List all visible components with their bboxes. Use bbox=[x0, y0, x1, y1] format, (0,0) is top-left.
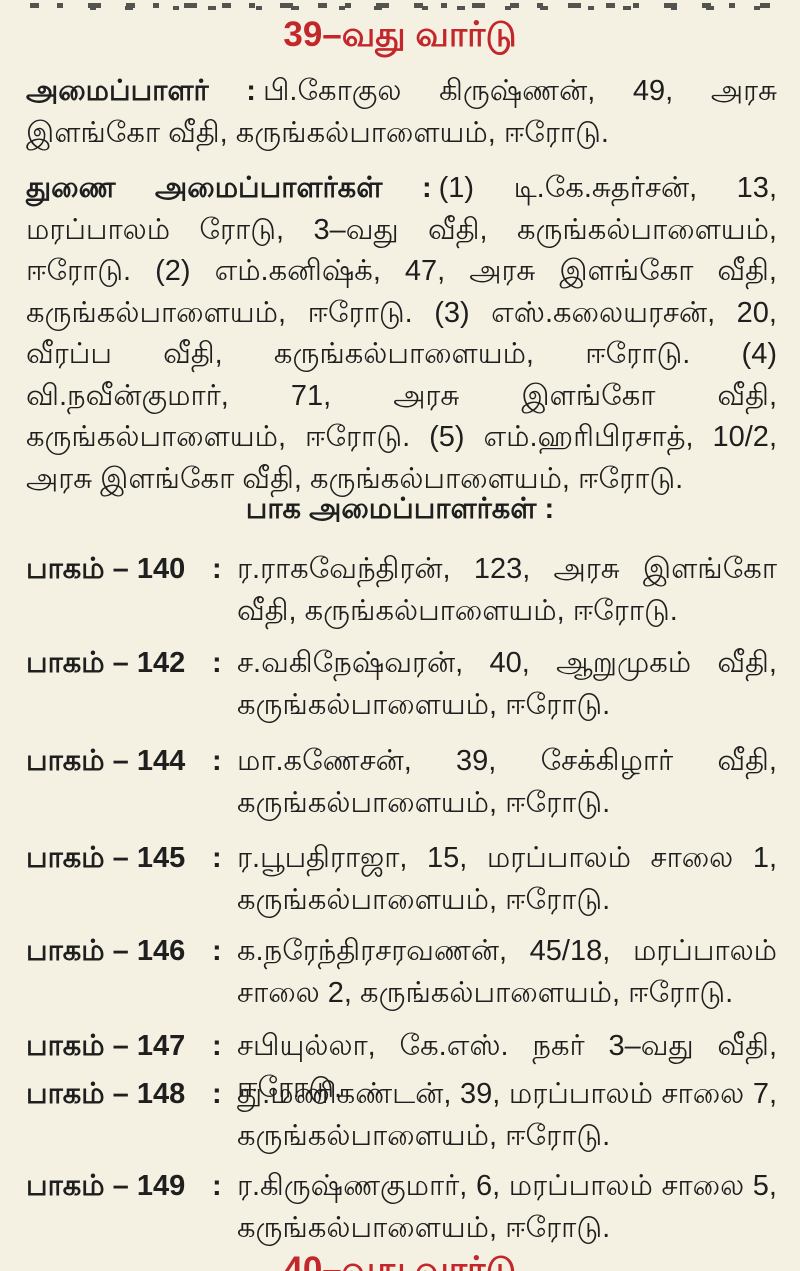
part-organizer-details: ர.கிருஷ்ணகுமார், 6, மரப்பாலம் சாலை 5, கர… bbox=[237, 1170, 777, 1244]
part-number-label: பாகம் – 145 bbox=[26, 842, 186, 874]
part-organizer-details: மா.கணேசன், 39, சேக்கிழார் வீதி, கருங்கல்… bbox=[237, 745, 777, 819]
deputy-organizers-details: (1) டி.கே.சுதர்சன், 13, மரப்பாலம் ரோடு, … bbox=[26, 172, 777, 495]
part-number-label: பாகம் – 146 bbox=[26, 935, 186, 967]
part-colon: : bbox=[212, 935, 222, 967]
part-entry-142: பாகம் – 142 : ச.வகிநேஷ்வரன், 40, ஆறுமுகம… bbox=[26, 643, 777, 726]
part-number-label: பாகம் – 148 bbox=[26, 1078, 186, 1110]
part-organizer-details: து.மணிகண்டன், 39, மரப்பாலம் சாலை 7, கருங… bbox=[237, 1078, 777, 1152]
part-organizer-details: ர.பூபதிராஜா, 15, மரப்பாலம் சாலை 1, கருங்… bbox=[237, 842, 777, 916]
deputy-organizers-paragraph: துணை அமைப்பாளர்கள் : (1) டி.கே.சுதர்சன், … bbox=[26, 168, 777, 500]
part-organizer-details: சபியுல்லா, கே.எஸ். நகர் 3–வது வீதி, ஈரோட… bbox=[237, 1030, 777, 1104]
cropped-previous-line bbox=[30, 0, 770, 12]
part-organizer-details: க.நரேந்திரசரவணன், 45/18, மரப்பாலம் சாலை … bbox=[237, 935, 777, 1009]
part-colon: : bbox=[212, 1170, 222, 1202]
part-entry-147: பாகம் – 147 : சபியுல்லா, கே.எஸ். நகர் 3–… bbox=[26, 1026, 777, 1109]
part-entry-145: பாகம் – 145 : ர.பூபதிராஜா, 15, மரப்பாலம்… bbox=[26, 838, 777, 921]
part-number-label: பாகம் – 144 bbox=[26, 745, 186, 777]
part-colon: : bbox=[212, 745, 222, 777]
part-colon: : bbox=[212, 647, 222, 679]
organizer-details: பி.கோகுல கிருஷ்ணன், 49, அரசு இளங்கோ வீதி… bbox=[26, 75, 777, 149]
deputy-organizers-label: துணை அமைப்பாளர்கள் : bbox=[26, 172, 432, 204]
part-organizers-heading: பாக அமைப்பாளர்கள் : bbox=[245, 493, 555, 525]
part-entry-146: பாகம் – 146 : க.நரேந்திரசரவணன், 45/18, ம… bbox=[26, 931, 777, 1014]
part-entry-148: பாகம் – 148 : து.மணிகண்டன், 39, மரப்பாலம… bbox=[26, 1074, 777, 1157]
part-entry-140: பாகம் – 140 : ர.ராகவேந்திரன், 123, அரசு … bbox=[26, 549, 777, 632]
part-number-label: பாகம் – 149 bbox=[26, 1170, 186, 1202]
part-entry-144: பாகம் – 144 : மா.கணேசன், 39, சேக்கிழார் … bbox=[26, 741, 777, 824]
part-colon: : bbox=[212, 1030, 222, 1062]
ward-title: 39–வது வார்டு bbox=[283, 15, 517, 54]
part-number-label: பாகம் – 142 bbox=[26, 647, 186, 679]
next-ward-title-cropped: 40–வது வார்டு bbox=[0, 1247, 800, 1271]
part-colon: : bbox=[212, 553, 222, 585]
organizer-paragraph: அமைப்பாளர் : பி.கோகுல கிருஷ்ணன், 49, அரசு… bbox=[26, 71, 777, 154]
next-ward-title: 40–வது வார்டு bbox=[283, 1250, 517, 1271]
part-organizer-details: ச.வகிநேஷ்வரன், 40, ஆறுமுகம் வீதி, கருங்க… bbox=[237, 647, 777, 721]
part-number-label: பாகம் – 147 bbox=[26, 1030, 186, 1062]
organizer-label: அமைப்பாளர் : bbox=[26, 75, 256, 107]
part-organizer-details: ர.ராகவேந்திரன், 123, அரசு இளங்கோ வீதி, க… bbox=[237, 553, 777, 627]
part-number-label: பாகம் – 140 bbox=[26, 553, 186, 585]
part-colon: : bbox=[212, 842, 222, 874]
part-colon: : bbox=[212, 1078, 222, 1110]
part-entry-149: பாகம் – 149 : ர.கிருஷ்ணகுமார், 6, மரப்பா… bbox=[26, 1166, 777, 1249]
